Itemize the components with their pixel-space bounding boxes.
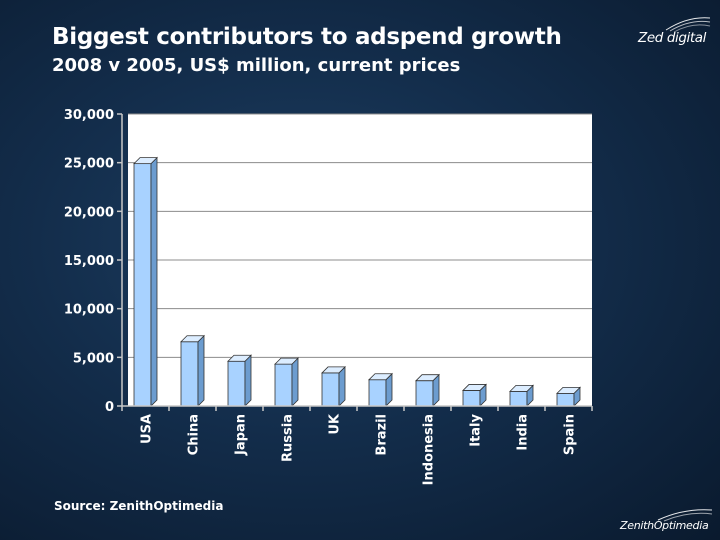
x-axis-ticks: USA China Japan Russia UK Brazil Indonesia Ital… — [121, 406, 593, 485]
bar-top — [274, 357, 299, 365]
bar-side — [338, 365, 346, 407]
bar-front — [509, 390, 528, 407]
bar-side — [197, 334, 205, 407]
zed-digital-logo: Zed digital — [636, 14, 712, 50]
source-note: Source: ZenithOptimedia — [54, 499, 224, 513]
x-tick-label: UK — [328, 413, 343, 435]
zed-digital-logo-text: Zed digital — [638, 30, 706, 46]
bar-india — [509, 384, 534, 407]
bar-top — [368, 373, 393, 381]
x-tick-label: Italy — [469, 413, 484, 446]
y-tick-label: 5,000 — [73, 351, 114, 366]
bar-front — [556, 392, 575, 407]
bar-front — [415, 380, 434, 407]
zenithoptimedia-logo-text: ZenithOptimedia — [620, 519, 709, 532]
y-tick-label: 10,000 — [64, 303, 114, 318]
bar-top — [321, 366, 346, 374]
bar-top — [509, 384, 534, 392]
x-tick-label: Japan — [234, 414, 249, 456]
y-tick-label: 15,000 — [64, 254, 114, 269]
logo-arc-icon — [665, 17, 711, 33]
bar-front — [462, 390, 481, 407]
gridlines — [128, 113, 592, 358]
x-tick-label: USA — [140, 414, 155, 444]
y-tick-label: 30,000 — [64, 108, 114, 123]
bar-top — [227, 354, 252, 362]
bar-front — [274, 363, 293, 407]
bar-front — [368, 379, 387, 407]
bar-china — [180, 334, 205, 407]
x-tick-label: Spain — [563, 414, 578, 455]
bar-front — [180, 341, 199, 407]
bar-usa — [133, 156, 158, 407]
bar-front — [227, 360, 246, 407]
bar-top — [415, 374, 440, 382]
bar-brazil — [368, 372, 393, 407]
x-tick-label: China — [187, 414, 202, 455]
bar-side — [291, 357, 299, 407]
bar-spain — [556, 386, 581, 407]
bar-japan — [227, 354, 252, 407]
x-tick-label: Indonesia — [422, 414, 437, 485]
bar-indonesia — [415, 373, 440, 407]
bar-italy — [462, 383, 487, 407]
logo-arc-icon — [657, 509, 713, 522]
y-tick-label: 20,000 — [64, 205, 114, 220]
chart-title: Biggest contributors to adspend growth — [52, 24, 562, 50]
chart-subtitle: 2008 v 2005, US$ million, current prices — [52, 55, 461, 76]
bar-uk — [321, 365, 346, 407]
x-tick-label: Russia — [281, 414, 296, 462]
bar-side — [244, 354, 252, 407]
bar-front — [321, 372, 340, 407]
y-tick-label: 25,000 — [64, 157, 114, 172]
bar-top — [462, 384, 487, 391]
y-tick-label: 0 — [105, 400, 114, 415]
y-axis-ticks: 0 5,000 10,000 15,000 20,000 25,000 30,000 — [64, 108, 122, 415]
bar-russia — [274, 357, 299, 407]
bar-top — [133, 157, 158, 165]
x-tick-label: India — [516, 414, 531, 451]
x-tick-label: Brazil — [375, 414, 390, 456]
bars — [133, 156, 581, 407]
bar-side — [150, 156, 158, 407]
zenithoptimedia-logo: ZenithOptimedia — [618, 508, 714, 536]
bar-top — [556, 386, 581, 394]
bar-top — [180, 335, 205, 343]
bar-front — [133, 163, 152, 407]
